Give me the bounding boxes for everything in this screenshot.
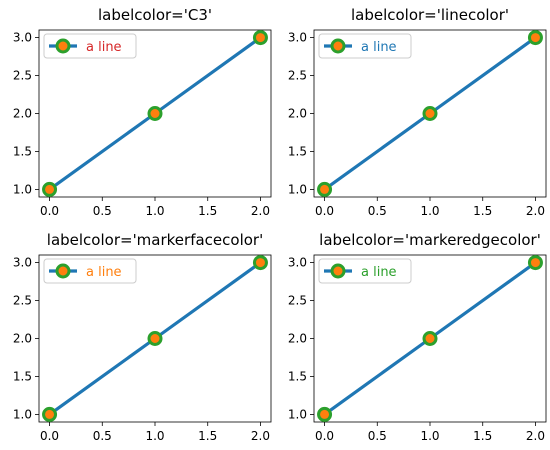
legend: a line	[43, 33, 137, 59]
subplot-2: labelcolor='linecolor' 0.0 0.5 1.0 1.5 2.0 1.0…	[288, 6, 547, 218]
x-tick-label: 1.5	[198, 429, 217, 443]
legend-marker-sample	[55, 263, 71, 279]
y-tick-label: 2.0	[288, 107, 307, 121]
y-tick-label: 1.5	[13, 369, 32, 383]
y-tick-label: 3.0	[13, 31, 32, 45]
subplot-title: labelcolor='linecolor'	[351, 6, 509, 24]
subplot-3: labelcolor='markerfacecolor' 0.0 0.5 1.0 1.5…	[13, 231, 272, 443]
x-tick-label: 2.0	[251, 204, 270, 218]
y-tick-label: 2.0	[13, 107, 32, 121]
x-tick-label: 2.0	[526, 204, 545, 218]
x-tick-label: 0.5	[368, 429, 387, 443]
y-tick-label: 3.0	[288, 31, 307, 45]
data-point-marker	[422, 106, 438, 121]
legend-marker-sample	[330, 38, 346, 54]
y-tick-label: 1.0	[13, 407, 32, 421]
y-tick-label: 2.0	[288, 332, 307, 346]
y-tick-label: 1.5	[288, 369, 307, 383]
x-tick-label: 0.0	[315, 204, 334, 218]
data-point-marker	[317, 406, 333, 422]
y-tick-label: 1.0	[288, 407, 307, 421]
x-tick-label: 1.0	[145, 429, 164, 443]
x-tick-label: 1.0	[420, 429, 439, 443]
data-point-marker	[317, 181, 333, 197]
legend: a line	[43, 258, 137, 284]
x-tick-label: 0.5	[93, 429, 112, 443]
x-tick-label: 1.5	[473, 204, 492, 218]
subplot-title: labelcolor='C3'	[98, 6, 212, 24]
legend: a line	[318, 258, 412, 284]
data-point-marker	[252, 30, 268, 46]
data-point-marker	[42, 406, 58, 422]
x-tick-label: 0.5	[368, 204, 387, 218]
x-tick-label: 0.0	[40, 204, 59, 218]
subplot-title: labelcolor='markeredgecolor'	[319, 231, 541, 249]
y-tick-label: 2.5	[288, 69, 307, 83]
data-point-marker	[252, 255, 268, 271]
y-tick-label: 1.0	[13, 182, 32, 196]
subplot-4: labelcolor='markeredgecolor' 0.0 0.5 1.0 1.5…	[288, 231, 547, 443]
legend: a line	[318, 33, 412, 59]
x-tick-label: 0.0	[315, 429, 334, 443]
data-point-marker	[42, 181, 58, 197]
y-tick-label: 1.5	[288, 144, 307, 158]
data-point-marker	[147, 331, 163, 346]
y-tick-label: 2.5	[288, 294, 307, 308]
legend-marker-sample	[330, 263, 346, 279]
legend-label: a line	[361, 40, 397, 55]
data-point-marker	[147, 106, 163, 121]
y-tick-label: 1.0	[288, 182, 307, 196]
y-tick-label: 1.5	[13, 144, 32, 158]
x-tick-label: 1.5	[473, 429, 492, 443]
x-tick-label: 2.0	[526, 429, 545, 443]
x-tick-label: 1.5	[198, 204, 217, 218]
data-point-marker	[422, 331, 438, 346]
legend-label: a line	[86, 265, 122, 280]
legend-marker-sample	[55, 38, 71, 54]
y-tick-label: 2.0	[13, 332, 32, 346]
y-tick-label: 3.0	[288, 256, 307, 270]
subplot-1: labelcolor='C3' 0.0 0.5 1.0 1.5 2.0 1.0 1.5 2.0 2…	[13, 6, 272, 218]
y-tick-label: 2.5	[13, 69, 32, 83]
subplot-title: labelcolor='markerfacecolor'	[47, 231, 263, 249]
y-tick-label: 2.5	[13, 294, 32, 308]
legend-label: a line	[361, 265, 397, 280]
x-tick-label: 2.0	[251, 429, 270, 443]
x-tick-label: 0.0	[40, 429, 59, 443]
data-point-marker	[527, 30, 543, 46]
legend-label: a line	[86, 40, 122, 55]
data-point-marker	[527, 255, 543, 271]
x-tick-label: 1.0	[420, 204, 439, 218]
y-tick-label: 3.0	[13, 256, 32, 270]
x-tick-label: 1.0	[145, 204, 164, 218]
x-tick-label: 0.5	[93, 204, 112, 218]
